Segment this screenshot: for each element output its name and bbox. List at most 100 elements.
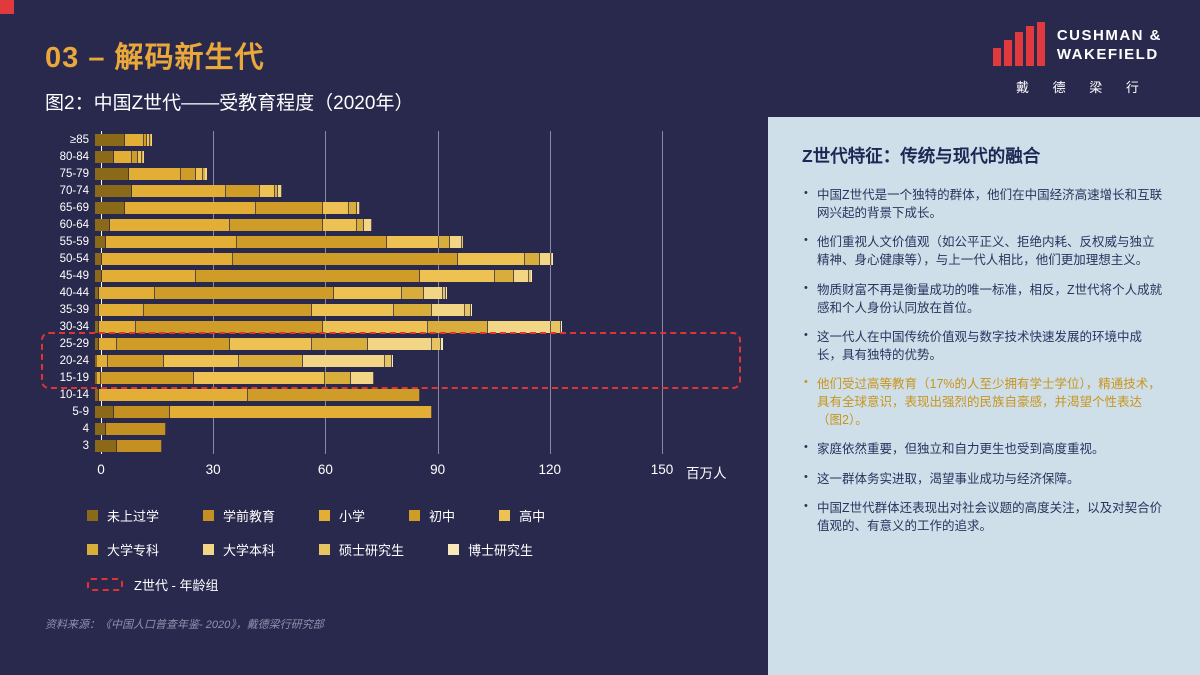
legend-item: 未上过学 [87, 506, 159, 525]
stacked-bar [95, 422, 167, 435]
bar-segment [195, 269, 421, 282]
bar-segment [95, 252, 103, 265]
bar-segment [137, 150, 142, 163]
x-tick-label: 120 [538, 462, 562, 477]
age-group-label: 70-74 [59, 184, 89, 197]
bar-segment [117, 439, 163, 452]
stacked-bar [95, 150, 144, 163]
chart-row: 40-44 [45, 284, 757, 301]
bar-segment [457, 252, 526, 265]
bar-segment [164, 354, 239, 367]
chart-row: 25-29 [45, 335, 757, 352]
chart-row: 5-9 [45, 403, 757, 420]
stacked-bar [95, 354, 394, 367]
zgen-legend-label: Z世代 - 年龄组 [134, 578, 219, 593]
insight-panel: Z世代特征：传统与现代的融合 中国Z世代是一个独特的群体，他们在中国经济高速增长… [768, 117, 1200, 675]
chart-row: 3 [45, 437, 757, 454]
bar-segment [98, 286, 155, 299]
bar-segment [255, 201, 324, 214]
bar-segment [102, 252, 234, 265]
chart-row: 55-59 [45, 233, 757, 250]
bar-segment [334, 286, 402, 299]
bar-segment [394, 303, 432, 316]
page-title: 03 – 解码新生代 [45, 42, 265, 74]
logo-line1: CUSHMAN & [1056, 27, 1162, 45]
legend-label: 学前教育 [223, 509, 276, 524]
bar-segment [351, 371, 374, 384]
bar-segment [229, 337, 312, 350]
bar-segment [551, 252, 553, 265]
bar-segment [117, 337, 230, 350]
bar-segment [225, 184, 260, 197]
bar-segment [113, 150, 133, 163]
bar-segment [324, 371, 352, 384]
stacked-bar [95, 184, 282, 197]
bar-segment [392, 354, 394, 367]
chart-row: 4 [45, 420, 757, 437]
bullet-item: 家庭依然重要，但独立和自力更生也受到高度重视。 [802, 440, 1166, 458]
bar-segment [95, 354, 97, 367]
x-tick-label: 60 [317, 462, 333, 477]
bar-segment [108, 354, 165, 367]
bar-segment [445, 286, 447, 299]
source-note: 资料来源：《中国人口普查年鉴- 2020》，戴德梁行研究部 [45, 619, 324, 631]
bar-segment [487, 320, 552, 333]
bar-segment [95, 337, 99, 350]
bar-segment [302, 354, 385, 367]
age-group-label: 4 [82, 422, 89, 435]
bar-segment [96, 371, 101, 384]
bar-segment [461, 235, 463, 248]
bar-segment [439, 235, 451, 248]
bar-segment [311, 337, 368, 350]
chart-legend: 未上过学 学前教育 小学 初中 高中 大学专科 大学本科 硕士研究生 博士研究生 [87, 506, 768, 559]
bar-segment [109, 218, 230, 231]
bar-segment [278, 184, 282, 197]
bar-segment [132, 184, 226, 197]
bar-segment [465, 303, 471, 316]
bar-segment [386, 235, 440, 248]
chart-row: 70-74 [45, 182, 757, 199]
age-group-label: 35-39 [59, 303, 89, 316]
x-axis: 百万人 0 30 60 90 120 150 [45, 460, 757, 484]
bar-segment [427, 320, 488, 333]
chart-row: 10-14 [45, 386, 757, 403]
bar-segment [495, 269, 514, 282]
gridline [549, 131, 551, 454]
chart-section: 03 – 解码新生代 图2：中国Z世代——受教育程度（2020年） ≥85 80-… [41, 42, 768, 631]
gridline [662, 131, 663, 454]
legend-item: 学前教育 [203, 506, 275, 525]
bar-segment [124, 133, 144, 146]
bar-segment [384, 354, 393, 367]
bar-segment [100, 371, 195, 384]
bar-segment [551, 320, 561, 333]
legend-swatch [319, 544, 331, 555]
population-pyramid-chart: ≥85 80-84 75-79 70-74 65-69 60-64 55-59 50-54 45… [41, 131, 757, 454]
bullet-item: 他们重视人文价值观（如公平正义、拒绝内耗、反权威与独立精神、身心健康等），与上一… [802, 233, 1166, 269]
stacked-bar [95, 320, 563, 333]
x-tick-label: 150 [650, 462, 674, 477]
age-group-label: 55-59 [59, 235, 89, 248]
bar-segment [194, 371, 325, 384]
bar-segment [356, 201, 361, 214]
chart-row: 20-24 [45, 352, 757, 369]
cushman-wakefield-logo: CUSHMAN & WAKEFIELD 戴 德 梁 行 [992, 21, 1162, 96]
age-group-label: ≥85 [69, 133, 89, 146]
bar-segment [323, 201, 350, 214]
bar-segment [136, 320, 324, 333]
bar-segment [149, 133, 151, 146]
bar-segment [142, 150, 144, 163]
bullet-list: 中国Z世代是一个独特的群体，他们在中国经济高速增长和互联网兴起的背景下成长。他们… [802, 186, 1166, 535]
bar-segment [540, 252, 552, 265]
x-axis-unit-label: 百万人 [686, 466, 727, 481]
age-group-label: 20-24 [59, 354, 89, 367]
bar-segment [311, 303, 395, 316]
legend-item: 小学 [319, 506, 365, 525]
bar-segment [95, 405, 114, 418]
legend-swatch [87, 544, 98, 555]
legend-item: 博士研究生 [448, 540, 533, 559]
cushman-wakefield-logo-icon [992, 21, 1045, 71]
logo-line2: WAKEFIELD [1056, 46, 1159, 63]
bar-segment [95, 286, 99, 299]
bar-segment [95, 371, 97, 384]
